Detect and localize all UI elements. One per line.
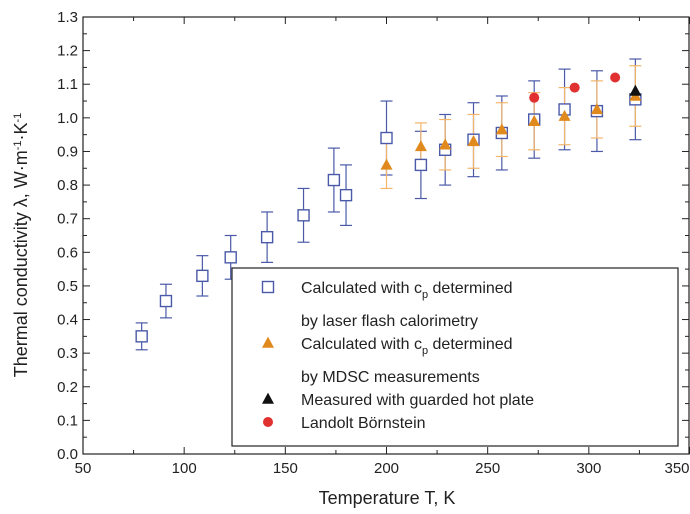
mdsc-point [528,114,541,126]
y-axis-label-part: Thermal conductivity λ, W·m [11,150,31,377]
x-axis-label: Temperature T, K [319,488,456,508]
laser-point [327,173,341,187]
laser-legend-marker [261,280,275,294]
y-tick-label: 0.2 [57,379,78,396]
y-tick-label: 0.5 [57,278,78,295]
laser-point [260,230,274,244]
mdsc-point [380,158,393,170]
legend-text-part: Calculated with c [301,280,422,297]
legend-text-part: Measured with guarded hot plate [301,392,534,409]
laser-point [196,269,209,283]
y-tick-label: 0.6 [57,244,78,261]
y-tick-label: 0.4 [57,312,78,329]
lb-legend-label: Landolt Börnstein [301,415,426,432]
mdsc-point [439,138,452,150]
y-tick-label: 0.7 [57,211,78,228]
mdsc-legend-label: Calculated with cp determined [301,336,513,357]
laser-point [414,158,428,172]
lb-legend-marker [263,417,273,427]
legend-box [231,267,679,447]
mdsc-legend-marker [262,336,274,348]
legend-subscript: p [422,289,428,301]
ghp-point [629,84,642,96]
y-tick-label: 1.0 [57,110,78,127]
legend-subscript: p [422,345,428,357]
y-tick-label: 0.1 [57,412,78,429]
mdsc-point [590,103,603,115]
y-tick-label: 0.3 [57,345,78,362]
lb-point [529,92,540,103]
laser-point [339,188,353,202]
ghp-legend-label: Measured with guarded hot plate [301,392,534,409]
legend-text-part: Landolt Börnstein [301,415,426,432]
mdsc-point [495,123,508,135]
legend-text-part: determined [428,280,513,297]
mdsc-legend-label: by MDSC measurements [301,369,480,386]
y-axis-label-part: ·K [11,122,31,140]
y-tick-label: 0.9 [57,143,78,160]
laser-point [159,294,173,308]
laser-legend-label: Calculated with cp determined [301,280,513,301]
legend-text-part: by laser flash calorimetry [301,313,478,330]
x-tick-label: 150 [273,460,298,477]
laser-point [135,330,148,343]
lb-point [569,82,580,93]
y-tick-label: 0.8 [57,177,78,194]
y-tick-label: 1.2 [57,43,78,60]
y-tick-label: 1.1 [57,76,78,93]
y-axis-label-superscript: -1 [12,140,24,150]
y-tick-label: 0.0 [57,446,78,463]
mdsc-point [467,135,480,147]
x-tick-label: 100 [172,460,197,477]
y-axis-label-superscript: -1 [12,113,24,123]
laser-point [224,251,237,264]
x-tick-label: 350 [664,460,689,477]
mdsc-point [558,109,571,121]
axis-ticks: 50 100 150 200 250 300 350 0.0 0.1 0.2 0.3 0.4 0.5 0.… [57,9,690,477]
x-tick-label: 250 [475,460,500,477]
y-axis-label: Thermal conductivity λ, W·m-1·K-1 [11,113,31,378]
x-tick-label: 50 [75,460,92,477]
laser-point [297,209,310,222]
legend-text-part: by MDSC measurements [301,369,480,386]
legend-text-part: determined [428,336,513,353]
mdsc-point [414,140,427,152]
laser-legend-label: by laser flash calorimetry [301,313,478,330]
ghp-legend-marker [262,392,274,404]
data-markers [135,72,642,343]
laser-point [380,131,393,145]
y-tick-label: 1.3 [57,9,78,26]
x-tick-label: 300 [576,460,601,477]
legend-text-part: Calculated with c [301,336,422,353]
x-tick-label: 200 [374,460,399,477]
lb-point [610,72,621,83]
axis-labels: Temperature T, K Thermal conductivity λ,… [11,113,455,508]
